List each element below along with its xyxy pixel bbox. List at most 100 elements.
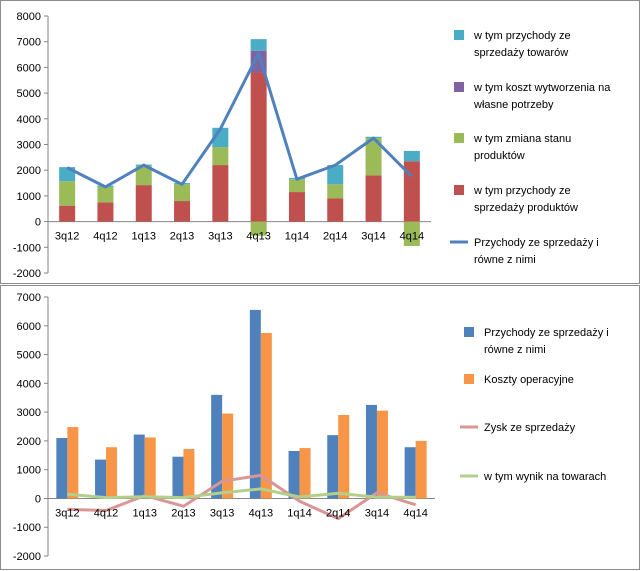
y-tick-label: 6000 — [17, 321, 41, 333]
bar — [135, 165, 152, 186]
bar — [95, 459, 107, 499]
x-tick-label: 2q14 — [323, 231, 347, 243]
x-tick-label: 4q12 — [94, 507, 118, 519]
bar — [135, 185, 152, 222]
bar — [144, 437, 156, 499]
bar — [327, 165, 344, 185]
bar — [56, 438, 68, 499]
legend-swatch — [454, 185, 464, 195]
bar — [59, 205, 76, 222]
x-tick-label: 4q13 — [249, 507, 273, 519]
y-tick-label: 8000 — [17, 11, 41, 23]
bar — [249, 309, 261, 499]
y-tick-label: 2000 — [17, 165, 41, 177]
y-tick-label: 5000 — [17, 350, 41, 362]
series-line — [67, 473, 417, 521]
bar — [212, 147, 229, 166]
x-tick-label: 3q14 — [361, 231, 385, 243]
bar — [376, 410, 388, 499]
legend-label: Przychody ze sprzedaży i równe z nimiPrzy… — [474, 237, 599, 266]
y-tick-label: 0 — [35, 493, 41, 505]
x-tick-label: 2q14 — [326, 507, 350, 519]
bar — [403, 150, 420, 162]
x-tick-label: 2q13 — [171, 507, 195, 519]
x-tick-label: 4q14 — [403, 507, 427, 519]
y-tick-label: 1000 — [17, 191, 41, 203]
x-tick-label: 1q14 — [287, 507, 311, 519]
y-tick-label: 7000 — [17, 37, 41, 49]
bar — [288, 450, 300, 499]
bar — [365, 138, 382, 176]
series-line — [66, 51, 413, 189]
x-tick-label: 1q14 — [285, 231, 309, 243]
top-chart-svg: -2000 -1000 0 1000 2000 3000 4000 5000 6000 7000 8… — [13, 11, 611, 280]
bottom-chart: -2000 -1000 0 1000 2000 3000 4000 5000 6000 7000 3… — [0, 285, 640, 570]
x-tick-label: 3q12 — [55, 231, 79, 243]
bar — [338, 414, 350, 499]
y-tick-label: 6000 — [17, 62, 41, 74]
y-tick-label: 2000 — [17, 436, 41, 448]
bar — [174, 201, 191, 222]
bar — [183, 448, 195, 499]
x-tick-label: 1q13 — [132, 231, 156, 243]
bar — [327, 184, 344, 199]
bar — [172, 456, 184, 499]
y-tick-label: 7000 — [17, 292, 41, 304]
legend-label: Przychody ze sprzedaży i równe z nimiPrzy… — [484, 327, 609, 356]
bar — [106, 447, 118, 499]
y-tick-label: -2000 — [13, 551, 41, 563]
y-tick-label: 3000 — [17, 140, 41, 152]
x-tick-label: 1q13 — [133, 507, 157, 519]
x-tick-label: 4q12 — [93, 231, 117, 243]
x-tick-label: 3q13 — [210, 507, 234, 519]
bar — [67, 427, 79, 499]
bar — [403, 221, 420, 247]
bar — [212, 165, 229, 222]
y-tick-label: 4000 — [17, 378, 41, 390]
x-tick-label: 2q13 — [170, 231, 194, 243]
top-chart: -2000 -1000 0 1000 2000 3000 4000 5000 6000 7000 8… — [0, 0, 640, 284]
bar — [250, 39, 267, 51]
y-tick-label: -2000 — [13, 268, 41, 280]
bar — [97, 186, 114, 203]
bar — [365, 175, 382, 222]
bar — [211, 394, 223, 499]
x-tick-label: 3q12 — [55, 507, 79, 519]
bar — [404, 447, 416, 499]
bar — [327, 198, 344, 222]
bar — [250, 221, 267, 236]
legend-swatch — [464, 374, 474, 384]
y-tick-label: 1000 — [17, 465, 41, 477]
bar — [327, 435, 339, 499]
legend-label: w tym wynik na towarachw tym wynik na to… — [483, 471, 606, 483]
bar — [415, 440, 427, 499]
bar — [260, 332, 272, 499]
legend-swatch — [454, 82, 464, 92]
bar — [403, 161, 420, 222]
y-tick-label: -1000 — [13, 242, 41, 254]
legend-swatch — [454, 30, 464, 40]
y-tick-label: 0 — [35, 217, 41, 229]
y-tick-label: 4000 — [17, 114, 41, 126]
x-tick-label: 4q14 — [400, 231, 424, 243]
x-tick-label: 3q14 — [365, 507, 389, 519]
bar — [288, 192, 305, 222]
legend-swatch — [454, 133, 464, 143]
bar — [174, 184, 191, 202]
bottom-chart-svg: -2000 -1000 0 1000 2000 3000 4000 5000 6000 7000 3… — [13, 292, 609, 563]
bar — [59, 181, 76, 206]
bar — [365, 404, 377, 499]
y-tick-label: -1000 — [13, 522, 41, 534]
bar — [288, 179, 305, 193]
bar — [222, 413, 234, 499]
legend-label: Zysk ze sprzedażyZysk ze sprzedaży — [484, 422, 576, 434]
legend-swatch — [464, 327, 474, 337]
legend-label: w tym koszt wytworzenia na własne potrzeb… — [473, 82, 611, 111]
y-tick-label: 5000 — [17, 88, 41, 100]
x-tick-label: 3q13 — [208, 231, 232, 243]
bar — [250, 72, 267, 222]
series-line — [67, 487, 416, 500]
